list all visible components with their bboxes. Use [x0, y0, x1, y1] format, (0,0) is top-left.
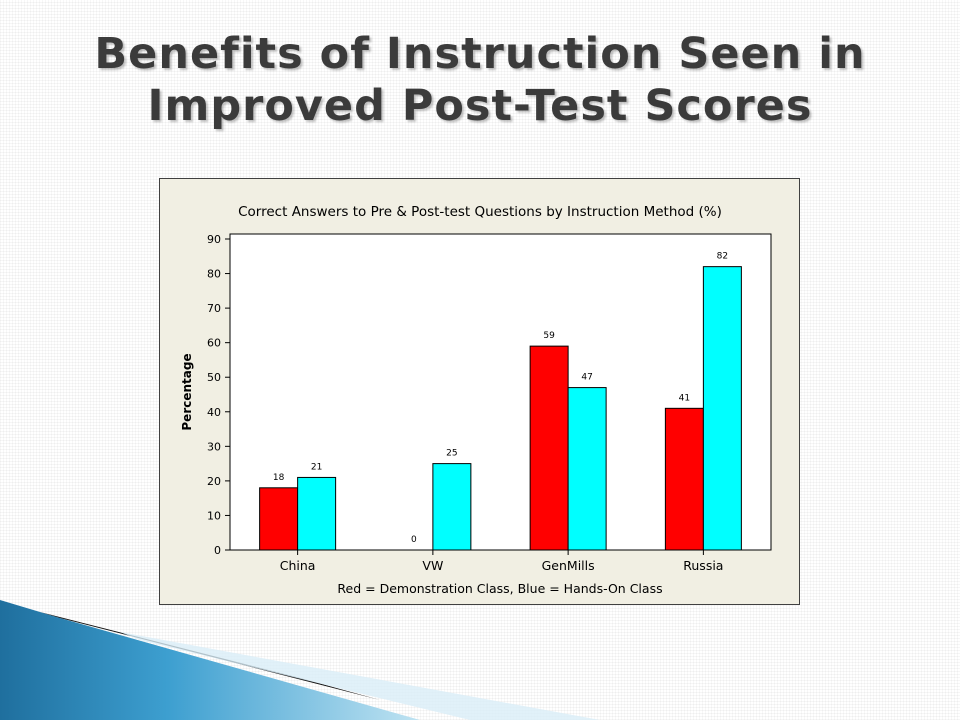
bar: [529, 345, 569, 551]
bar-value-label: 82: [717, 252, 728, 262]
y-axis: 0 10 20 30 40 50 60 70 80 90: [207, 233, 230, 557]
bar-value-label: 18: [273, 473, 285, 483]
y-tick-label: 70: [207, 302, 221, 315]
bar: [259, 487, 299, 551]
y-tick-label: 90: [207, 233, 221, 246]
chart-title: Correct Answers to Pre & Post-test Quest…: [238, 204, 722, 220]
bar-value-label: 0: [411, 535, 417, 545]
bars: 18 21 0 25 59 47 41 82: [259, 252, 742, 551]
bar-value-label: 21: [311, 462, 322, 472]
y-tick-label: 60: [207, 337, 221, 350]
slide-title-line1: Benefits of Instruction Seen in: [94, 29, 866, 79]
chart-frame: Correct Answers to Pre & Post-test Quest…: [159, 178, 800, 605]
bar: [702, 266, 742, 551]
bar-value-label: 41: [679, 393, 690, 403]
decorative-swoosh: [0, 600, 600, 720]
bar-chart: Correct Answers to Pre & Post-test Quest…: [180, 204, 772, 596]
bar: [297, 476, 337, 551]
bar: [664, 407, 704, 551]
bar: [432, 463, 472, 551]
y-tick-label: 80: [207, 268, 221, 281]
x-tick-label: VW: [422, 558, 443, 573]
bar-value-label: 47: [581, 373, 592, 383]
x-axis-label: Red = Demonstration Class, Blue = Hands-…: [337, 581, 662, 596]
slide-title: Benefits of Instruction Seen in Improved…: [0, 28, 960, 132]
y-tick-label: 20: [207, 475, 221, 488]
y-tick-label: 30: [207, 440, 221, 453]
y-axis-label: Percentage: [180, 353, 194, 430]
x-tick-label: GenMills: [542, 558, 595, 573]
x-tick-label: China: [280, 558, 316, 573]
bar-value-label: 59: [543, 331, 555, 341]
y-tick-label: 10: [207, 509, 221, 522]
bar-value-label: 25: [446, 449, 457, 459]
y-tick-label: 40: [207, 406, 221, 419]
y-tick-label: 50: [207, 371, 221, 384]
x-axis: China VW GenMills Russia: [280, 550, 723, 573]
bar: [567, 387, 607, 551]
x-tick-label: Russia: [683, 558, 723, 573]
y-tick-label: 0: [214, 544, 221, 557]
slide-title-line2: Improved Post-Test Scores: [147, 81, 813, 131]
